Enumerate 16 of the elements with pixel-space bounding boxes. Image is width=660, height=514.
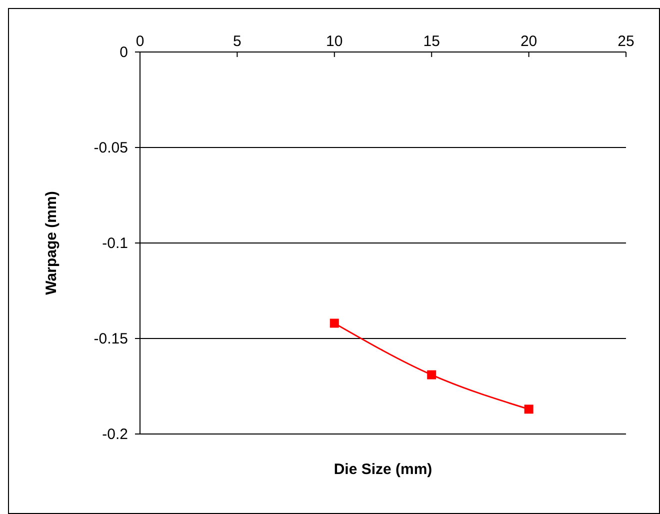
x-tick-label: 0 bbox=[136, 33, 144, 50]
x-tick-label: 15 bbox=[423, 33, 440, 50]
y-tick-label: -0.15 bbox=[94, 330, 128, 348]
y-axis-title: Warpage (mm) bbox=[43, 191, 60, 295]
y-tick-label: 0 bbox=[120, 44, 128, 61]
x-axis-title: Die Size (mm) bbox=[334, 461, 432, 478]
y-tick-label: -0.05 bbox=[94, 140, 128, 156]
x-tick-label: 20 bbox=[520, 33, 538, 50]
x-tick-label: 10 bbox=[326, 33, 343, 50]
point bbox=[427, 370, 436, 380]
y-tick-label: -0.2 bbox=[102, 426, 128, 443]
y-tick-label: -0.1 bbox=[102, 235, 128, 252]
point bbox=[330, 318, 339, 328]
point bbox=[524, 404, 534, 414]
x-tick-label: 25 bbox=[618, 33, 634, 50]
x-tick-label: 5 bbox=[233, 33, 242, 50]
